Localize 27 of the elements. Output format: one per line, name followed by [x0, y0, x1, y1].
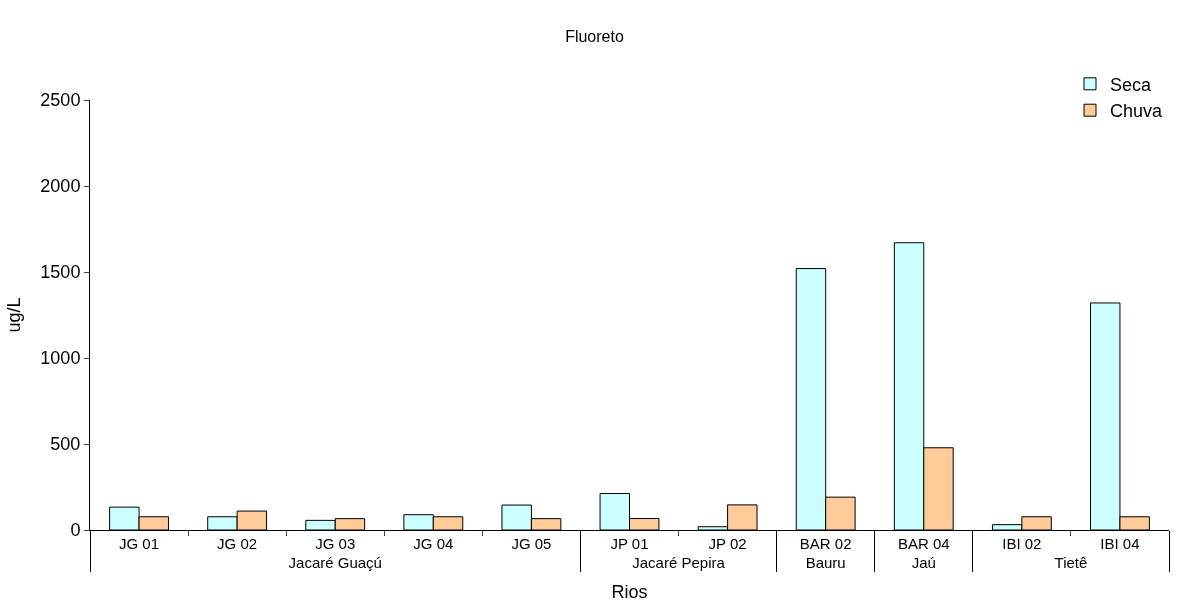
text: Jacaré Guaçú	[288, 554, 382, 571]
y-tick-label: 0	[70, 520, 81, 541]
x-tick-label: JP 02	[708, 535, 747, 552]
text: Tietê	[1054, 554, 1088, 571]
y-tick-label: 1000	[40, 348, 81, 369]
y-tick-label: 1500	[40, 262, 81, 283]
x-axis-title: Rios	[611, 582, 648, 603]
legend-label: Seca	[1110, 74, 1153, 95]
x-tick-label: BAR 04	[897, 535, 950, 552]
y-tick-label: 2000	[40, 176, 81, 197]
x-tick-label: BAR 02	[799, 535, 852, 552]
chart-title: Fluoreto	[565, 27, 624, 45]
text: Jaú	[911, 554, 936, 571]
x-tick-label: IBI 04	[1100, 535, 1140, 552]
y-axis-title: ug/L	[3, 297, 24, 333]
legend-label: Chuva	[1110, 101, 1164, 122]
y-tick-label: 500	[50, 434, 81, 455]
x-tick-label: JP 01	[610, 535, 649, 552]
text: Jacaré Pepira	[632, 554, 726, 571]
x-tick-label: IBI 02	[1002, 535, 1042, 552]
x-tick-label: JG 01	[119, 535, 160, 552]
x-tick-label: JG 05	[511, 535, 552, 552]
y-tick-label: 2500	[40, 90, 81, 111]
x-tick-label: JG 04	[413, 535, 454, 552]
text: Bauru	[805, 554, 846, 571]
x-tick-label: JG 02	[217, 535, 258, 552]
x-tick-label: JG 03	[315, 535, 356, 552]
